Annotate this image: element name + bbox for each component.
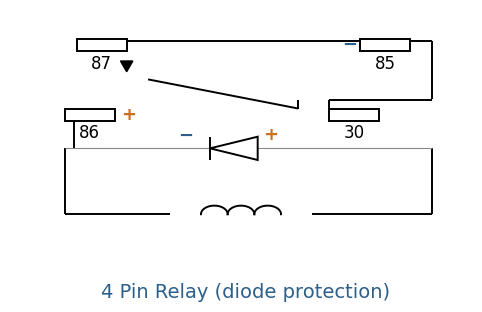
- Text: 85: 85: [375, 55, 396, 73]
- Bar: [329, 109, 379, 121]
- Text: 30: 30: [344, 124, 365, 143]
- Text: −: −: [342, 36, 357, 54]
- Text: +: +: [264, 126, 279, 144]
- Polygon shape: [120, 61, 133, 72]
- Text: +: +: [121, 106, 136, 124]
- Bar: [360, 39, 410, 51]
- Text: 87: 87: [91, 55, 112, 73]
- Text: −: −: [178, 126, 193, 144]
- Text: 86: 86: [79, 124, 100, 143]
- Polygon shape: [210, 137, 258, 160]
- Bar: [77, 39, 127, 51]
- Text: 4 Pin Relay (diode protection): 4 Pin Relay (diode protection): [101, 283, 390, 302]
- Bar: [65, 109, 115, 121]
